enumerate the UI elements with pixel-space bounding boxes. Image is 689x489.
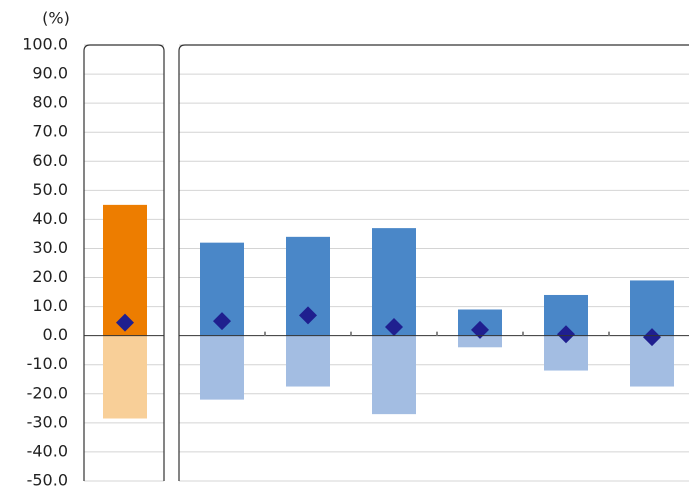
diamond-marker [643, 328, 661, 347]
y-axis-label: (%) [42, 9, 70, 28]
y-tick-label: 20.0 [32, 267, 68, 286]
diamond-marker [471, 320, 489, 339]
y-tick-label: 60.0 [32, 151, 68, 170]
bar [458, 335, 502, 348]
bar [372, 335, 416, 415]
y-tick-label: 90.0 [32, 64, 68, 83]
diamond-marker [116, 313, 134, 332]
y-tick-label: 30.0 [32, 238, 68, 257]
bar [200, 335, 244, 400]
y-tick-label: 80.0 [32, 93, 68, 112]
panel-frame [83, 44, 165, 481]
y-tick-label: 50.0 [32, 180, 68, 199]
y-tick-label: 10.0 [32, 296, 68, 315]
y-tick-label: 100.0 [22, 35, 68, 54]
y-tick-label: -50.0 [27, 471, 68, 489]
diamond-marker [557, 325, 575, 344]
bar [286, 335, 330, 387]
diamond-marker [213, 312, 231, 331]
y-tick-label: -10.0 [27, 354, 68, 373]
y-tick-label: -20.0 [27, 383, 68, 402]
diamond-marker [299, 306, 317, 325]
bar [630, 280, 674, 336]
y-tick-label: 40.0 [32, 209, 68, 228]
bar [372, 228, 416, 336]
y-tick-label: -40.0 [27, 441, 68, 460]
panel-frame [178, 44, 689, 481]
y-tick-label: 0.0 [43, 325, 68, 344]
y-tick-label: 70.0 [32, 122, 68, 141]
bar [103, 335, 147, 419]
diamond-marker [385, 317, 403, 336]
y-tick-label: -30.0 [27, 412, 68, 431]
